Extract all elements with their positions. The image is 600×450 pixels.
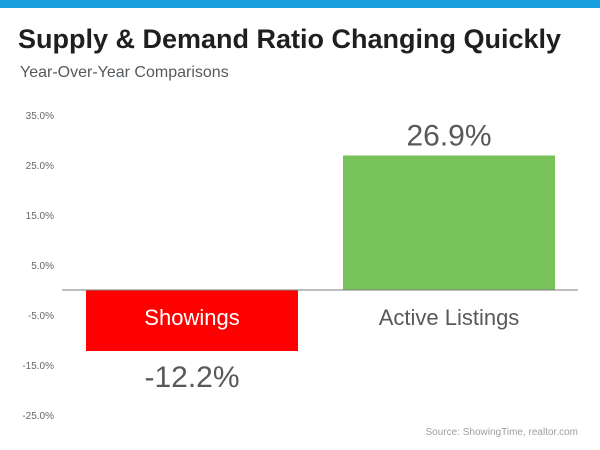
source-note: Source: ShowingTime, realtor.com: [425, 427, 578, 438]
category-label: Active Listings: [379, 305, 520, 330]
top-accent-bar: [0, 0, 600, 8]
chart-subtitle: Year-Over-Year Comparisons: [20, 64, 229, 81]
data-label: -12.2%: [144, 361, 239, 394]
category-label: Showings: [144, 305, 239, 330]
y-tick-label: -25.0%: [22, 411, 54, 422]
bar-active-listings: [343, 155, 555, 290]
y-tick-label: -5.0%: [28, 311, 54, 322]
y-tick-label: -15.0%: [22, 361, 54, 372]
y-tick-label: 25.0%: [26, 161, 54, 172]
y-axis: 35.0% 25.0% 15.0% 5.0% -5.0% -15.0% -25.0%: [22, 111, 54, 422]
bar-showings: [86, 290, 298, 351]
bar-labels: Showings -12.2% Active Listings 26.9%: [144, 120, 519, 395]
y-tick-label: 35.0%: [26, 111, 54, 122]
data-label: 26.9%: [406, 120, 491, 153]
y-tick-label: 15.0%: [26, 211, 54, 222]
y-tick-label: 5.0%: [31, 261, 54, 272]
bars: [86, 155, 555, 351]
chart-title: Supply & Demand Ratio Changing Quickly: [18, 24, 562, 54]
